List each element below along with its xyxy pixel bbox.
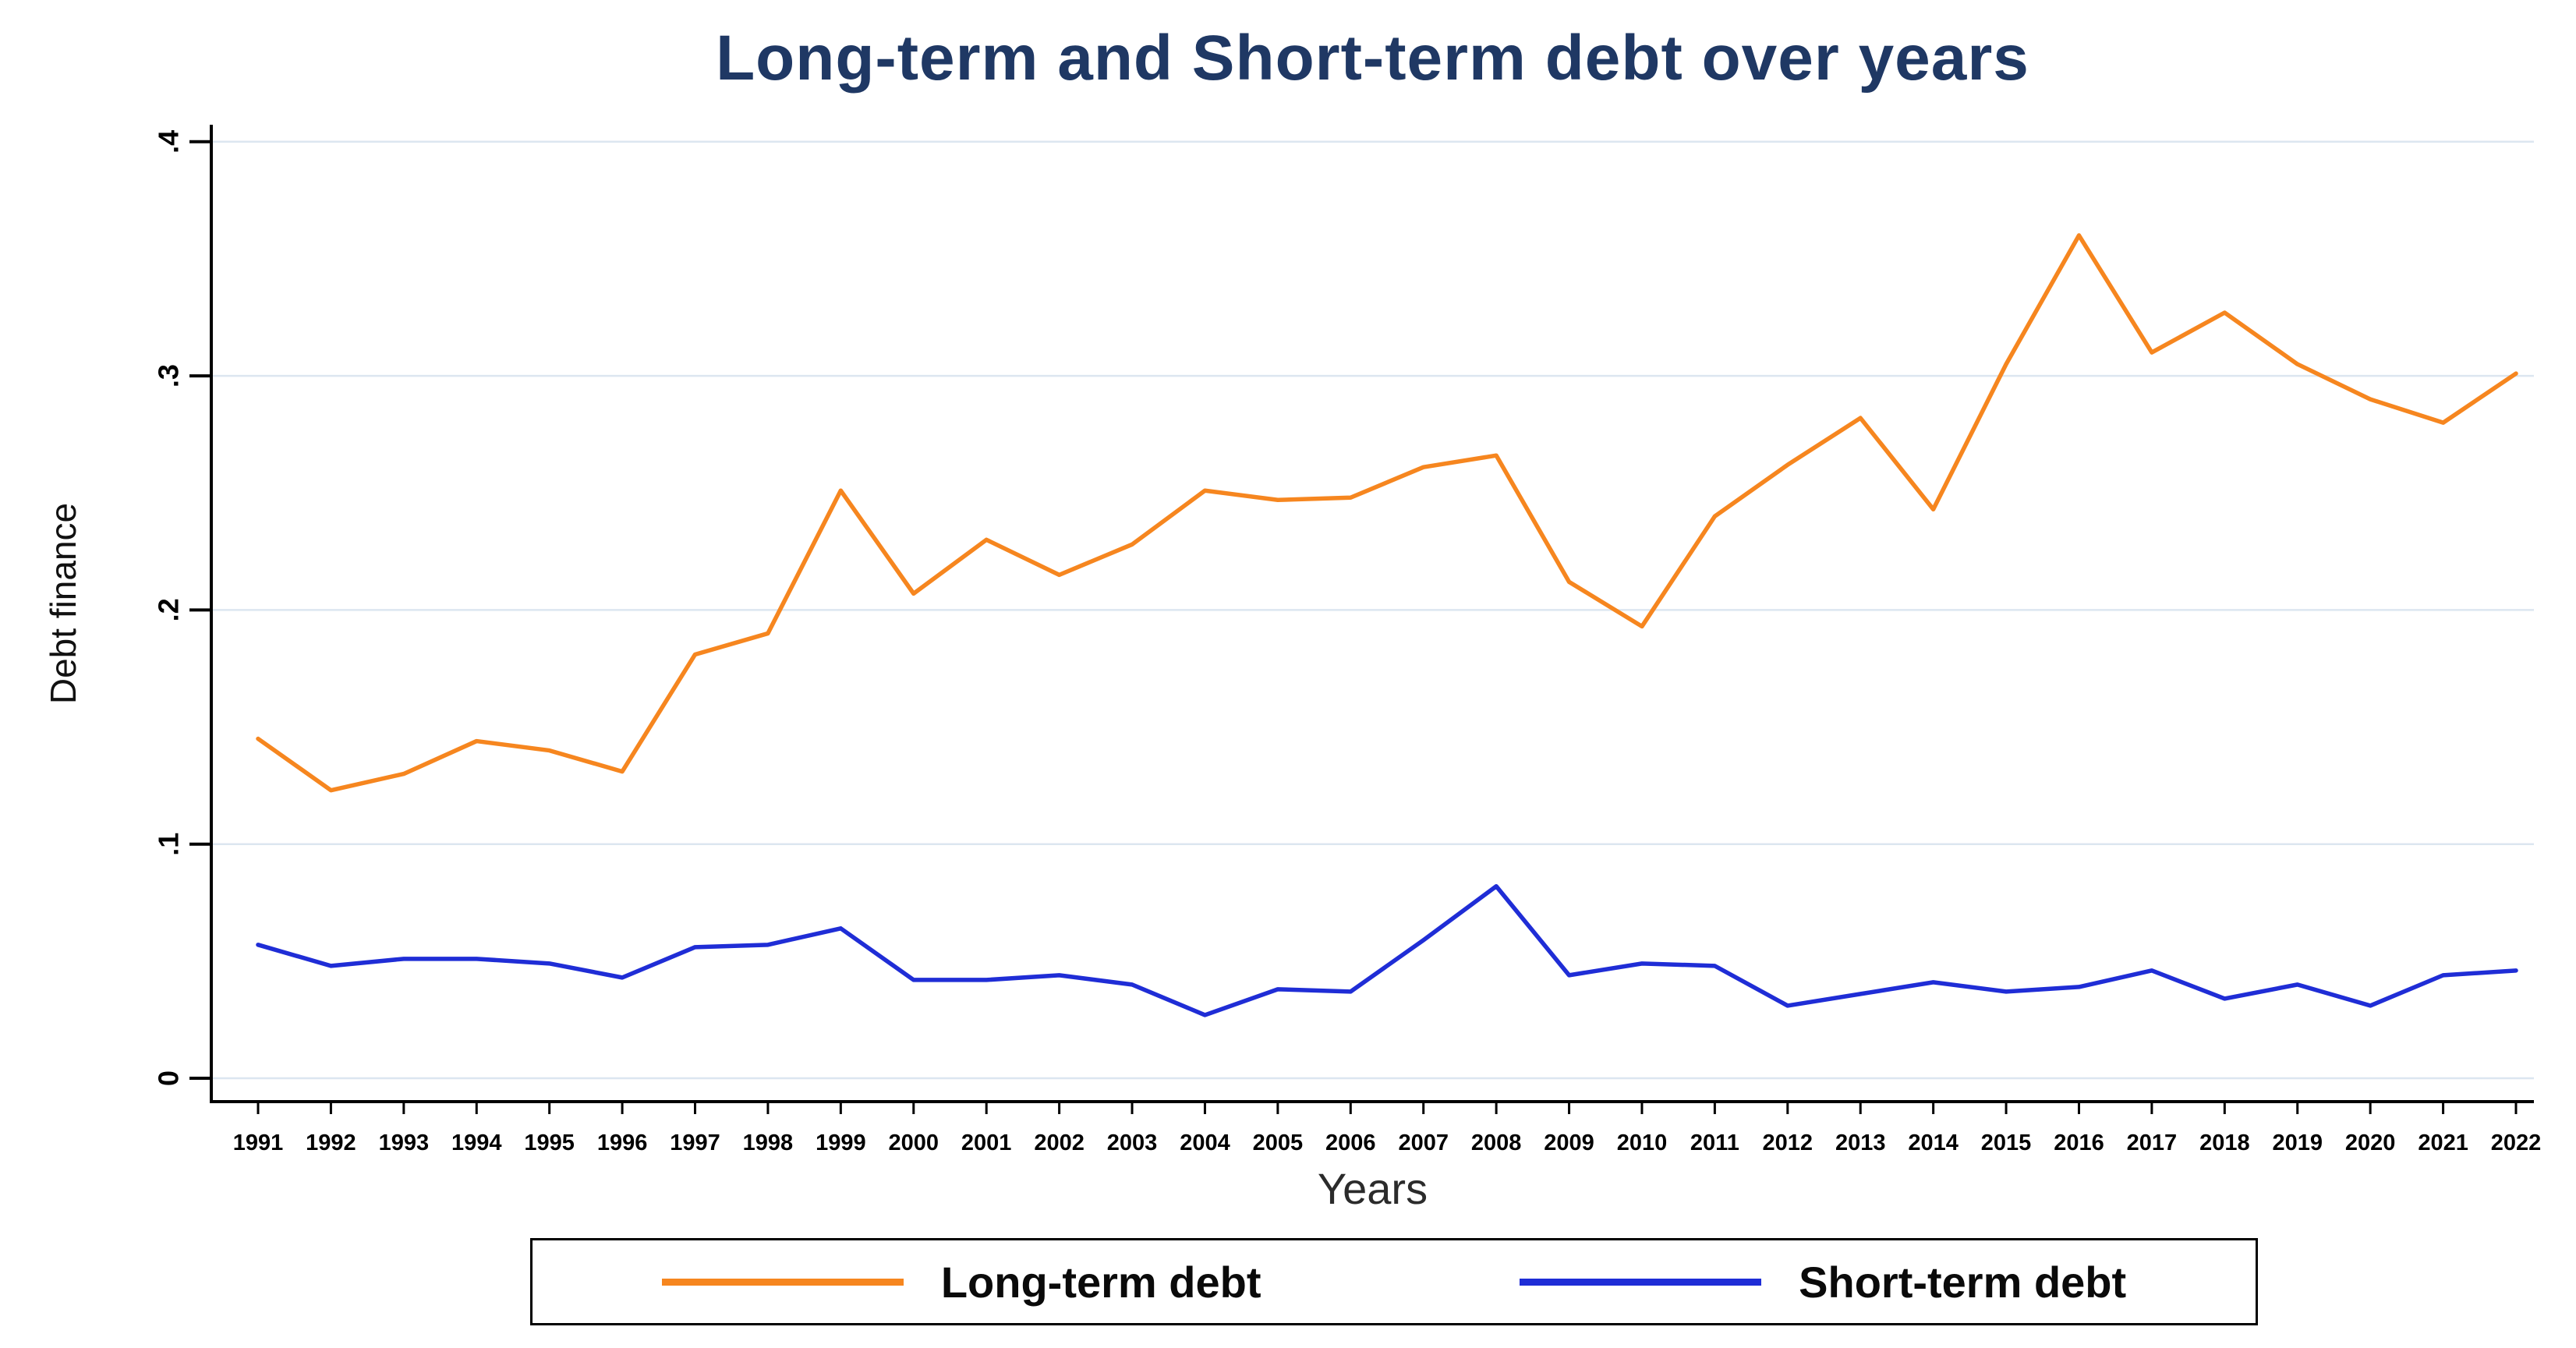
x-tick-label: 2014 [1908,1130,1959,1155]
short-term-debt-line [256,884,2518,1017]
x-tick-label: 2020 [2345,1130,2396,1155]
x-tick-label: 2018 [2199,1130,2250,1155]
x-tick-label: 2015 [1981,1130,2032,1155]
x-tick-label: 2009 [1544,1130,1594,1155]
legend: Long-term debt Short-term debt [530,1238,2258,1325]
legend-label-short-term: Short-term debt [1799,1257,2127,1307]
y-tick-label: .3 [153,364,185,387]
x-tick-label: 1995 [524,1130,575,1155]
x-tick-label: 1998 [743,1130,794,1155]
x-tick-label: 2007 [1398,1130,1449,1155]
legend-label-long-term: Long-term debt [940,1257,1261,1307]
x-tick-label: 2008 [1471,1130,1522,1155]
chart-title: Long-term and Short-term debt over years [716,23,2029,94]
y-tick-label: .2 [153,598,185,621]
x-tick-label: 1993 [379,1130,430,1155]
x-tick-label: 1992 [306,1130,356,1155]
x-tick-label: 2017 [2127,1130,2178,1155]
legend-item-long-term: Long-term debt [661,1257,1261,1307]
x-tick-label: 2022 [2491,1130,2542,1155]
x-tick-label: 2004 [1180,1130,1230,1155]
x-tick-label: 2016 [2054,1130,2104,1155]
legend-item-short-term: Short-term debt [1520,1257,2126,1307]
x-tick-label: 2013 [1835,1130,1886,1155]
x-tick-label: 1994 [451,1130,502,1155]
x-tick-label: 2011 [1690,1130,1739,1155]
x-tick-label: 2006 [1325,1130,1376,1155]
x-tick-label: 1999 [816,1130,866,1155]
x-tick-label: 1991 [233,1130,284,1155]
long-term-debt-line-swatch [661,1278,904,1286]
long-term-debt-line [256,233,2518,793]
y-tick-label: 0 [153,1070,185,1086]
y-tick-label: .1 [153,833,185,856]
x-tick-label: 1996 [597,1130,648,1155]
x-tick-label: 2021 [2418,1130,2468,1155]
x-axis-title: Years [1317,1164,1428,1213]
short-term-debt-line-swatch [1520,1278,1762,1286]
x-tick-label: 2002 [1034,1130,1085,1155]
x-tick-label: 2001 [961,1130,1012,1155]
x-tick-label: 2005 [1253,1130,1304,1155]
x-tick-label: 2010 [1617,1130,1668,1155]
x-tick-label: 2012 [1763,1130,1813,1155]
x-tick-label: 1997 [670,1130,720,1155]
y-tick-label: .4 [153,130,185,154]
x-tick-label: 2000 [889,1130,939,1155]
x-tick-label: 2019 [2272,1130,2323,1155]
x-tick-label: 2003 [1107,1130,1158,1155]
